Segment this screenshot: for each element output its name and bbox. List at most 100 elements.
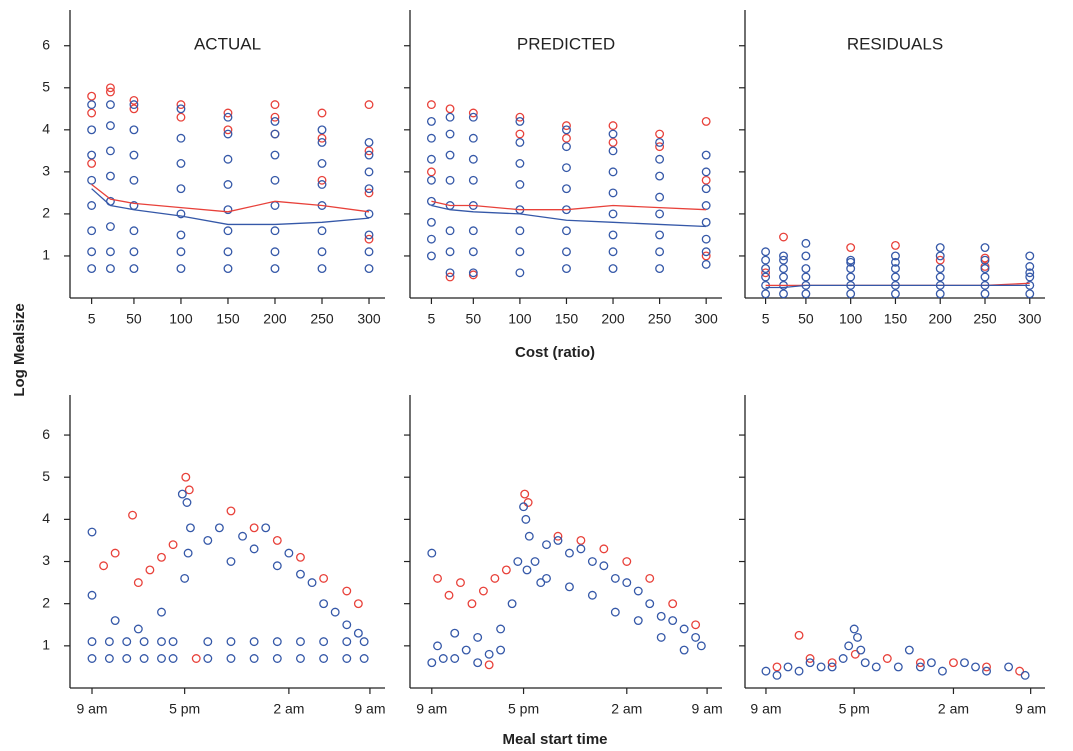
point xyxy=(890,264,900,274)
x-tick-label: 2 am xyxy=(273,701,304,717)
point xyxy=(128,510,137,520)
point xyxy=(524,531,534,541)
point xyxy=(562,133,571,143)
point xyxy=(846,272,856,282)
point xyxy=(185,523,195,533)
x-tick-label: 50 xyxy=(798,311,814,327)
point xyxy=(444,590,454,600)
point xyxy=(87,247,97,257)
point xyxy=(157,607,166,617)
point xyxy=(133,578,143,588)
point xyxy=(468,112,478,122)
panel: 9 am 5 pm 2 am 9 am xyxy=(739,395,1046,717)
point xyxy=(761,264,771,274)
panel: ACTUAL 1 2 3 4 5 6 5 50 100 150 200 250 300 xyxy=(42,10,385,327)
point xyxy=(433,641,442,651)
point xyxy=(223,205,233,215)
x-tick-label: 300 xyxy=(357,311,381,327)
point xyxy=(633,616,643,625)
point xyxy=(490,573,500,583)
x-tick-label: 9 am xyxy=(416,701,447,717)
point xyxy=(223,125,233,135)
x-tick-label: 250 xyxy=(973,311,997,327)
point xyxy=(779,272,788,282)
y-tick-label: 1 xyxy=(42,247,50,263)
point xyxy=(270,247,280,257)
point xyxy=(87,637,97,647)
point xyxy=(249,654,259,663)
point xyxy=(87,150,97,160)
panel: RESIDUALS 5 50 100 150 200 250 300 xyxy=(739,10,1045,327)
point xyxy=(317,133,327,143)
point xyxy=(701,247,711,257)
point xyxy=(576,544,586,554)
point xyxy=(270,226,280,236)
point xyxy=(105,247,115,257)
point xyxy=(226,637,236,647)
point xyxy=(129,247,139,257)
point xyxy=(893,662,903,672)
point xyxy=(456,578,465,588)
x-tick-label: 9 am xyxy=(354,701,385,717)
x-tick-label: 100 xyxy=(839,311,863,327)
point xyxy=(353,628,363,638)
point xyxy=(468,175,478,185)
point xyxy=(515,226,525,236)
point xyxy=(468,154,478,164)
point xyxy=(553,531,563,541)
point xyxy=(587,557,597,566)
mean-line xyxy=(91,188,370,226)
point xyxy=(520,489,530,499)
point xyxy=(608,129,618,139)
point xyxy=(484,660,494,670)
mean-line xyxy=(765,284,1030,289)
point xyxy=(129,226,139,236)
x-tick-label: 9 am xyxy=(750,701,781,717)
point xyxy=(496,624,506,634)
point xyxy=(478,586,488,596)
point xyxy=(608,247,618,257)
point xyxy=(270,129,280,139)
point xyxy=(183,548,193,558)
point xyxy=(562,125,571,135)
point xyxy=(330,607,340,617)
point xyxy=(191,654,201,663)
point xyxy=(177,489,187,499)
point xyxy=(342,586,352,596)
point xyxy=(223,112,233,122)
point xyxy=(553,535,563,545)
point xyxy=(129,175,139,185)
point xyxy=(129,264,139,274)
point xyxy=(801,251,811,261)
point xyxy=(849,624,859,634)
point xyxy=(655,264,665,274)
point xyxy=(608,209,618,219)
point xyxy=(180,573,190,583)
point xyxy=(203,654,213,663)
point xyxy=(319,654,329,663)
point xyxy=(701,201,711,210)
point xyxy=(427,548,437,558)
point xyxy=(105,87,115,97)
point xyxy=(342,637,352,647)
point xyxy=(655,171,665,181)
point xyxy=(364,264,374,274)
point xyxy=(701,167,711,177)
x-tick-label: 9 am xyxy=(76,701,107,717)
point xyxy=(1020,670,1030,680)
point xyxy=(608,188,618,198)
point xyxy=(139,637,149,647)
point xyxy=(816,662,826,672)
x-tick-label: 2 am xyxy=(611,701,642,717)
point xyxy=(805,654,815,663)
point xyxy=(980,264,990,274)
point xyxy=(427,658,437,668)
point xyxy=(542,540,551,550)
x-tick-label: 5 pm xyxy=(839,701,870,717)
point xyxy=(87,590,97,600)
y-axis-title: Log Mealsize xyxy=(11,303,28,396)
point xyxy=(450,654,460,663)
point xyxy=(562,264,571,274)
point xyxy=(176,209,186,219)
